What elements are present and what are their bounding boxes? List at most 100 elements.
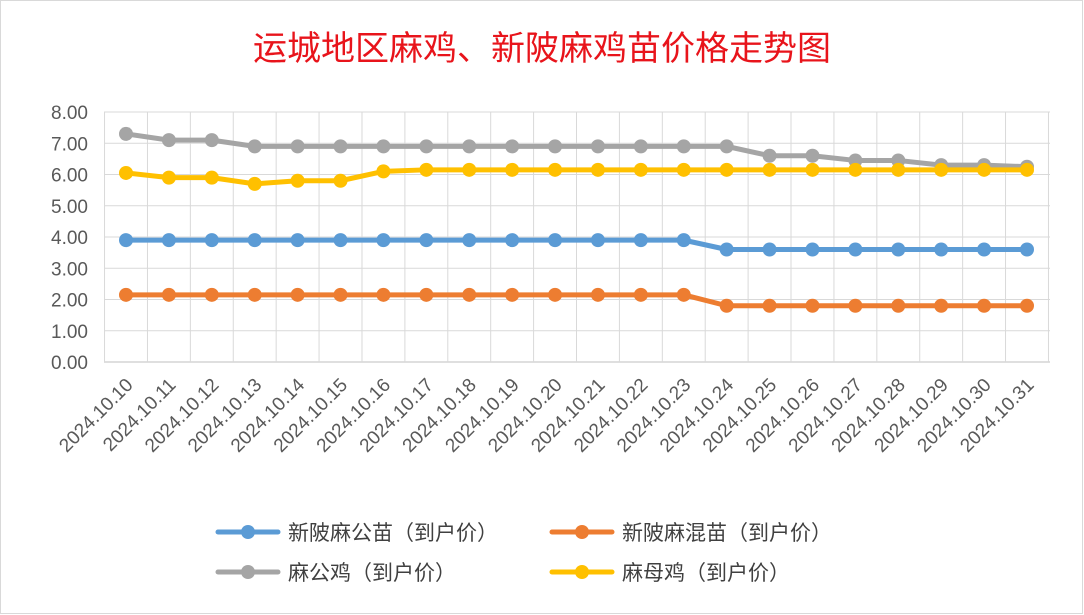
data-point <box>247 139 262 154</box>
data-point <box>548 233 563 248</box>
data-point <box>977 298 992 313</box>
data-point <box>419 139 434 154</box>
data-point <box>1020 298 1034 313</box>
legend-swatch-marker <box>575 525 589 539</box>
data-point <box>290 139 305 154</box>
legend-item: 麻公鸡（到户价） <box>215 561 456 585</box>
data-point <box>505 162 520 177</box>
data-point <box>505 139 520 154</box>
legend-label: 麻公鸡（到户价） <box>288 561 456 585</box>
data-point <box>548 139 563 154</box>
y-tick-label: 3.00 <box>51 259 88 280</box>
data-point <box>161 170 176 185</box>
data-point <box>161 287 176 302</box>
y-tick-label: 4.00 <box>51 228 88 249</box>
series-line <box>123 167 1030 187</box>
data-point <box>934 298 949 313</box>
data-point <box>848 298 863 313</box>
data-point <box>290 173 305 188</box>
y-axis-ticks: 0.00 1.00 2.00 3.00 4.00 5.00 6.00 7.00 8.00 <box>51 103 88 374</box>
data-point <box>590 162 605 177</box>
data-point <box>333 233 348 248</box>
data-point <box>204 133 219 148</box>
y-tick-label: 5.00 <box>51 197 88 218</box>
data-point <box>462 162 477 177</box>
y-tick-label: 8.00 <box>51 103 88 124</box>
legend-swatch-marker <box>241 565 255 579</box>
data-point <box>119 287 133 302</box>
data-point <box>333 287 348 302</box>
data-point <box>762 148 777 163</box>
data-point <box>676 287 691 302</box>
data-point <box>934 162 949 177</box>
data-point <box>719 162 734 177</box>
data-point <box>505 233 520 248</box>
data-point <box>376 164 391 179</box>
data-point <box>633 233 648 248</box>
data-point <box>333 173 348 188</box>
data-point <box>419 162 434 177</box>
data-point <box>719 298 734 313</box>
grid-layer <box>104 111 1050 363</box>
data-point <box>676 162 691 177</box>
data-point <box>376 233 391 248</box>
legend-item: 新陂麻混苗（到户价） <box>549 521 832 545</box>
legend-item: 麻母鸡（到户价） <box>549 561 790 585</box>
data-point <box>119 233 133 248</box>
data-point <box>676 139 691 154</box>
data-point <box>676 233 691 248</box>
data-point <box>290 287 305 302</box>
series-line <box>123 237 1030 252</box>
legend-swatch-marker <box>575 565 589 579</box>
legend: 新陂麻公苗（到户价） 新陂麻混苗（到户价） 麻公鸡（到户价） 麻母鸡（到户价） <box>215 521 832 585</box>
data-point <box>848 242 863 257</box>
x-axis-ticks: 2024.10.102024.10.112024.10.122024.10.13… <box>55 374 1038 456</box>
data-point <box>891 298 906 313</box>
y-tick-label: 0.00 <box>51 353 88 374</box>
y-tick-label: 6.00 <box>51 166 88 187</box>
data-point <box>204 170 219 185</box>
y-tick-label: 2.00 <box>51 291 88 312</box>
data-point <box>590 233 605 248</box>
series-layer <box>119 126 1034 313</box>
data-point <box>333 139 348 154</box>
data-point <box>419 287 434 302</box>
data-point <box>376 287 391 302</box>
data-point <box>161 133 176 148</box>
data-point <box>590 139 605 154</box>
data-point <box>805 148 820 163</box>
legend-label: 麻母鸡（到户价） <box>622 561 790 585</box>
data-point <box>590 287 605 302</box>
data-point <box>934 242 949 257</box>
data-point <box>247 176 262 191</box>
data-point <box>161 233 176 248</box>
legend-swatch-marker <box>241 525 255 539</box>
data-point <box>762 162 777 177</box>
data-point <box>805 162 820 177</box>
series-2 <box>119 287 1034 313</box>
data-point <box>204 287 219 302</box>
legend-label: 新陂麻混苗（到户价） <box>622 521 832 545</box>
data-point <box>247 233 262 248</box>
data-point <box>1020 242 1034 257</box>
data-point <box>633 162 648 177</box>
chart-title: 运城地区麻鸡、新陂麻鸡苗价格走势图 <box>253 29 831 69</box>
data-point <box>462 233 477 248</box>
y-tick-label: 1.00 <box>51 322 88 343</box>
data-point <box>633 287 648 302</box>
data-point <box>462 287 477 302</box>
data-point <box>548 162 563 177</box>
series-line <box>123 131 1030 170</box>
data-point <box>805 298 820 313</box>
data-point <box>1020 162 1034 177</box>
data-point <box>419 233 434 248</box>
y-tick-label: 7.00 <box>51 134 88 155</box>
data-point <box>376 139 391 154</box>
data-point <box>977 242 992 257</box>
data-point <box>462 139 477 154</box>
data-point <box>119 126 133 141</box>
series-line <box>123 292 1030 309</box>
data-point <box>633 139 648 154</box>
data-point <box>548 287 563 302</box>
